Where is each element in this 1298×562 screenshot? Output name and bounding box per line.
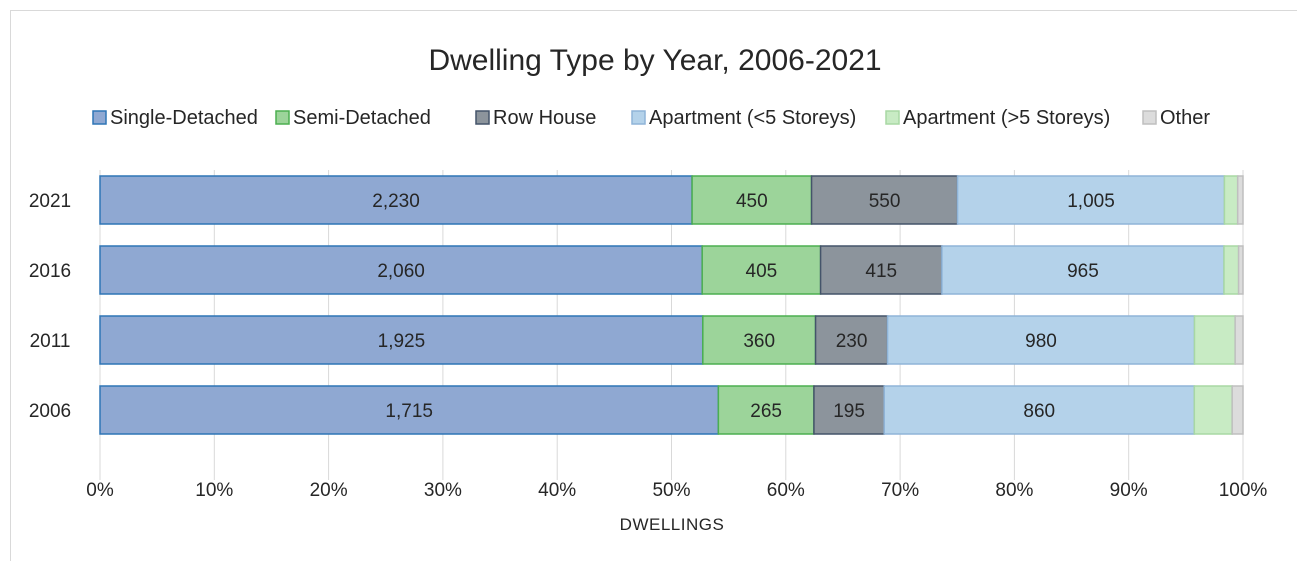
data-label: 265 — [750, 401, 782, 422]
data-label: 230 — [836, 331, 868, 352]
data-label: 450 — [736, 191, 768, 212]
data-label: 550 — [869, 191, 901, 212]
bar-segment — [941, 245, 1225, 295]
x-tick-label: 90% — [1110, 480, 1148, 501]
legend: Single-Detached Semi-Detached Row House Apa… — [92, 107, 1210, 129]
bar-segment — [814, 315, 889, 365]
y-category-label: 2006 — [29, 401, 71, 422]
legend-label: Other — [1160, 107, 1210, 129]
x-tick-label: 70% — [881, 480, 919, 501]
data-label: 860 — [1023, 401, 1055, 422]
data-label: 1,925 — [378, 331, 426, 352]
chart-frame — [10, 10, 1297, 561]
x-tick-label: 40% — [538, 480, 576, 501]
y-category-label: 2021 — [29, 191, 71, 212]
bar-segment — [1223, 245, 1240, 295]
chart-title: Dwelling Type by Year, 2006-2021 — [428, 44, 881, 77]
data-label: 1,715 — [385, 401, 433, 422]
bar-segment — [883, 385, 1196, 435]
bar-segment — [1237, 245, 1244, 295]
x-tick-label: 0% — [86, 480, 114, 501]
legend-label: Single-Detached — [110, 107, 258, 129]
legend-label: Apartment (>5 Storeys) — [903, 107, 1110, 129]
legend-swatch — [275, 110, 290, 125]
x-tick-label: 50% — [652, 480, 690, 501]
y-axis-categories: 2021 2016 2011 2006 — [29, 191, 71, 422]
legend-label: Semi-Detached — [293, 107, 431, 129]
data-label: 195 — [833, 401, 865, 422]
x-tick-label: 10% — [195, 480, 233, 501]
bar-segment — [702, 315, 817, 365]
legend-swatch — [475, 110, 490, 125]
bar-segment — [1231, 385, 1244, 435]
x-tick-label: 100% — [1219, 480, 1268, 501]
legend-swatch — [885, 110, 900, 125]
legend-swatch — [631, 110, 646, 125]
bar-segment — [1236, 175, 1244, 225]
x-axis-ticks: 0% 10% 20% 30% 40% 50% 60% 70% 80% 90% 100% — [86, 480, 1267, 501]
bar-segment — [1234, 315, 1244, 365]
legend-swatch — [92, 110, 107, 125]
y-category-label: 2011 — [30, 331, 71, 352]
bar-segment — [956, 175, 1226, 225]
x-tick-label: 30% — [424, 480, 462, 501]
bar-segment — [886, 315, 1196, 365]
x-tick-label: 20% — [310, 480, 348, 501]
data-label: 360 — [743, 331, 775, 352]
data-label: 415 — [865, 261, 897, 282]
bar-segment — [99, 385, 720, 435]
x-tick-label: 80% — [995, 480, 1033, 501]
x-axis-title: DWELLINGS — [620, 515, 725, 534]
data-label: 2,230 — [372, 191, 420, 212]
data-label: 405 — [746, 261, 778, 282]
bar-segment — [99, 175, 693, 225]
bar-segment — [701, 245, 822, 295]
x-tick-label: 60% — [767, 480, 805, 501]
bar-segment — [810, 175, 959, 225]
bar-segment — [99, 245, 703, 295]
data-label: 1,005 — [1067, 191, 1115, 212]
y-category-label: 2016 — [29, 261, 71, 282]
data-label: 2,060 — [377, 261, 425, 282]
bars: 2,230 450 550 1,005 2,060 405 415 965 1,925 360 23… — [99, 175, 1244, 435]
bar-segment — [819, 245, 943, 295]
legend-swatch — [1142, 110, 1157, 125]
data-label: 965 — [1067, 261, 1099, 282]
data-label: 980 — [1025, 331, 1057, 352]
bar-segment — [1193, 385, 1233, 435]
bar-segment — [813, 385, 885, 435]
bar-segment — [691, 175, 813, 225]
bar-segment — [1223, 175, 1239, 225]
bar-segment — [1193, 315, 1236, 365]
legend-label: Apartment (<5 Storeys) — [649, 107, 856, 129]
legend-label: Row House — [493, 107, 596, 129]
